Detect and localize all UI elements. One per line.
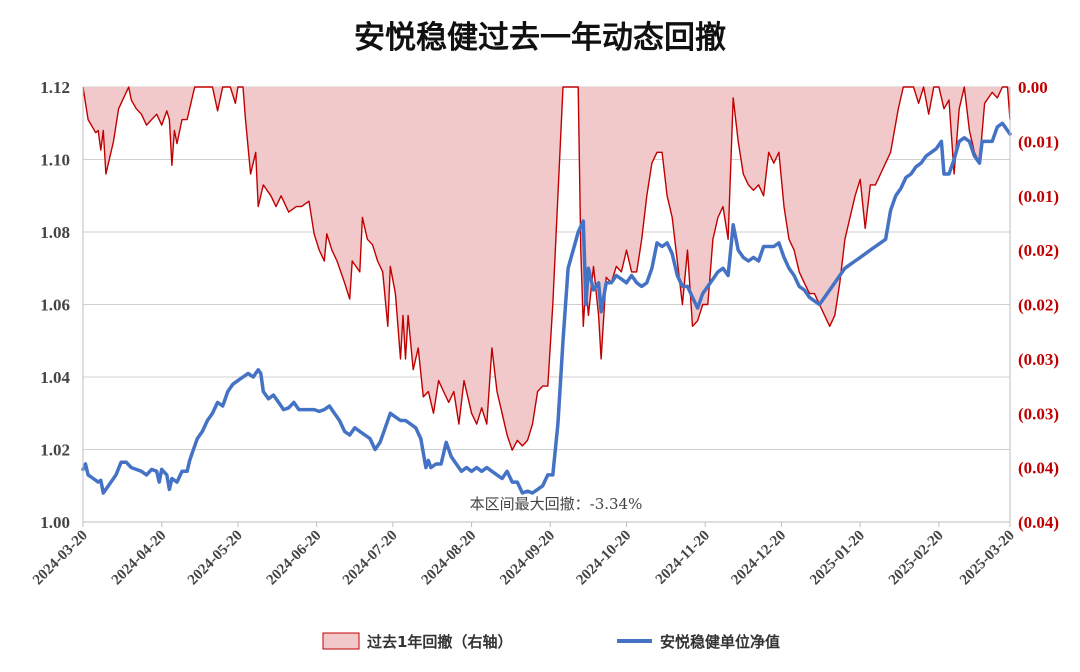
right-tick-label: (0.01) — [1018, 132, 1059, 151]
left-tick-label: 1.02 — [40, 441, 70, 460]
right-tick-label: 0.00 — [1018, 78, 1048, 97]
x-tick-label: 2024-10-20 — [574, 528, 635, 589]
right-tick-label: (0.02) — [1018, 241, 1059, 260]
x-tick-label: 2025-01-20 — [807, 528, 868, 589]
legend: 过去1年回撤（右轴） 安悦稳健单位净值 — [322, 632, 780, 651]
right-tick-label: (0.03) — [1018, 350, 1059, 369]
left-axis-ticks: 1.00 1.02 1.04 1.06 1.08 1.10 1.12 — [40, 78, 70, 532]
left-tick-label: 1.10 — [40, 151, 70, 170]
x-tick-label: 2024-09-20 — [497, 528, 558, 589]
right-tick-label: (0.02) — [1018, 296, 1059, 315]
x-tick-label: 2024-12-20 — [728, 528, 789, 589]
x-tick-label: 2024-03-20 — [30, 528, 91, 589]
right-axis-ticks: 0.00 (0.01) (0.01) (0.02) (0.02) (0.03) (0.03)… — [1018, 78, 1059, 532]
drawdown-area-layer — [82, 86, 1011, 451]
right-tick-label: (0.03) — [1018, 404, 1059, 423]
max-drawdown-annotation: 本区间最大回撤：-3.34% — [470, 495, 643, 513]
x-tick-label: 2024-05-20 — [185, 528, 246, 589]
x-tick-label: 2024-11-20 — [653, 528, 713, 588]
nav-line — [81, 121, 1012, 495]
drawdown-line — [82, 86, 1011, 451]
nav-line-layer — [81, 121, 1012, 495]
x-axis-ticks: 2024-03-20 2024-04-20 2024-05-20 2024-06-20… — [30, 522, 1018, 588]
drawdown-area-fill — [83, 87, 1010, 451]
legend-drawdown-swatch — [322, 632, 360, 650]
legend-nav-label: 安悦稳健单位净值 — [660, 633, 780, 651]
right-tick-label: (0.04) — [1018, 459, 1059, 478]
legend-drawdown-label: 过去1年回撤（右轴） — [367, 633, 512, 651]
right-tick-label: (0.01) — [1018, 187, 1059, 206]
x-tick-label: 2024-06-20 — [264, 528, 325, 589]
left-tick-label: 1.08 — [40, 223, 70, 242]
left-tick-label: 1.06 — [40, 296, 70, 315]
left-tick-label: 1.04 — [40, 368, 70, 387]
chart-title: 安悦稳健过去一年动态回撤 — [354, 20, 726, 56]
x-tick-label: 2024-07-20 — [340, 528, 401, 589]
left-tick-label: 1.12 — [40, 78, 70, 97]
x-tick-label: 2024-08-20 — [419, 528, 480, 589]
x-tick-label: 2024-04-20 — [109, 528, 170, 589]
left-tick-label: 1.00 — [40, 513, 70, 532]
right-tick-label: (0.04) — [1018, 513, 1059, 532]
x-tick-label: 2025-02-20 — [886, 528, 947, 589]
x-tick-label: 2025-03-20 — [957, 528, 1018, 589]
